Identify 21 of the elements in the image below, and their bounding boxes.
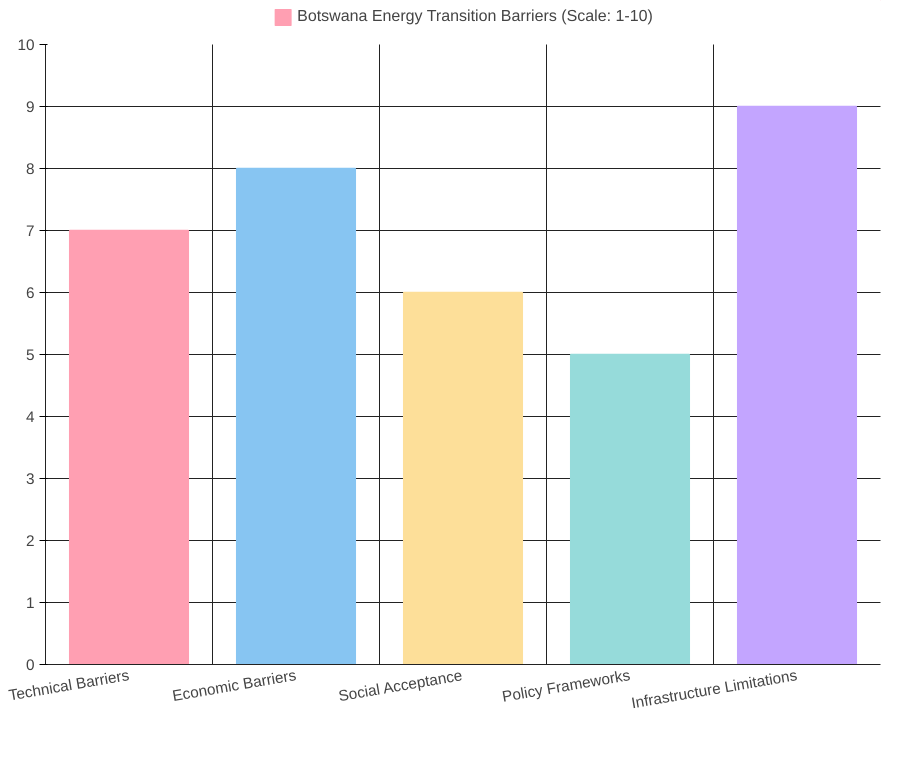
y-tick-label: 0 <box>26 657 35 674</box>
y-tick-label: 1 <box>26 595 35 612</box>
bar <box>570 354 690 664</box>
bar <box>236 168 356 664</box>
y-tick-label: 6 <box>26 285 35 302</box>
y-tick-label: 4 <box>26 409 35 426</box>
y-tick-label: 3 <box>26 471 35 488</box>
legend-label: Botswana Energy Transition Barriers (Scale: 1-10) <box>297 8 653 26</box>
bar <box>736 106 858 664</box>
y-tick-label: 10 <box>17 37 35 54</box>
bar <box>402 292 524 664</box>
y-tick-label: 2 <box>26 533 35 550</box>
x-tick-label: Economic Barriers <box>171 667 298 706</box>
y-tick-label: 8 <box>26 161 35 178</box>
y-tick-label: 5 <box>26 347 35 364</box>
y-tick-label: 9 <box>26 99 35 116</box>
x-tick-label: Policy Frameworks <box>500 667 632 706</box>
x-tick-label: Social Acceptance <box>337 667 464 706</box>
x-tick-label: Infrastructure Limitations <box>630 667 799 712</box>
bar <box>68 230 190 664</box>
y-tick-label: 7 <box>26 223 35 240</box>
